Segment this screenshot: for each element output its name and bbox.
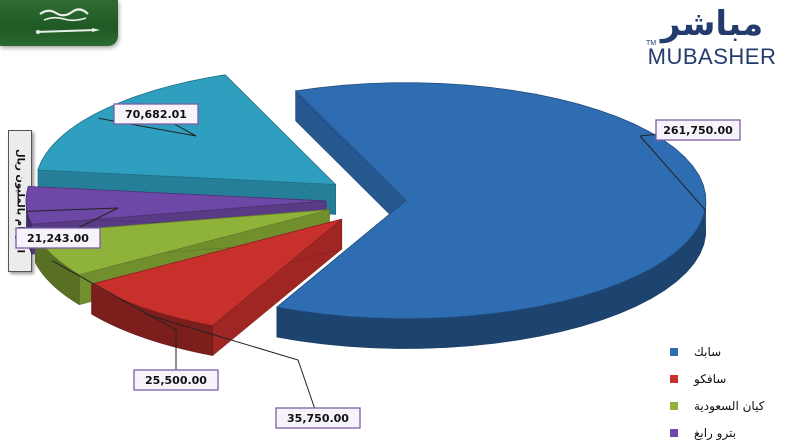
pie-slice: [275, 82, 707, 349]
legend-label: سابك: [694, 344, 722, 359]
value-label-box: [133, 369, 219, 391]
pie-slice: [90, 218, 343, 357]
value-label-box: [113, 103, 199, 125]
saudi-flag: [0, 0, 118, 46]
legend-swatch: [670, 401, 678, 410]
value-label-box: [275, 407, 361, 429]
leader-line: [51, 260, 177, 380]
legend-label: بترو رابغ: [694, 425, 737, 440]
legend-swatch: [670, 374, 678, 383]
legend-swatch: [670, 347, 678, 356]
value-label-box: [655, 119, 741, 141]
legend-swatch: [670, 428, 678, 437]
value-label-box: [15, 227, 101, 249]
value-label: 35,750.00: [287, 412, 349, 425]
legend-label: كيان السعودية: [694, 398, 765, 413]
value-label: 25,500.00: [145, 374, 207, 387]
value-label: 21,243.00: [27, 232, 89, 245]
value-label: 70,682.01: [125, 108, 187, 121]
legend-item: سافكو: [670, 365, 792, 392]
logo-trademark: TM: [646, 40, 657, 47]
legend-item: بترو رابغ: [670, 419, 792, 446]
legend-item: كيان السعودية: [670, 392, 792, 419]
legend: سابك سافكو كيان السعودية بترو رابغ: [670, 338, 792, 446]
logo-english: MUBASHER: [647, 44, 777, 69]
flag-emblem-icon: [35, 8, 100, 34]
legend-item: سابك: [670, 338, 792, 365]
leader-line: [144, 313, 319, 419]
value-label: 261,750.00: [663, 124, 733, 137]
legend-label: سافكو: [694, 371, 727, 386]
logo-arabic: مباشر: [660, 4, 764, 44]
mubasher-logo: مباشر MUBASHER TM: [638, 4, 786, 80]
